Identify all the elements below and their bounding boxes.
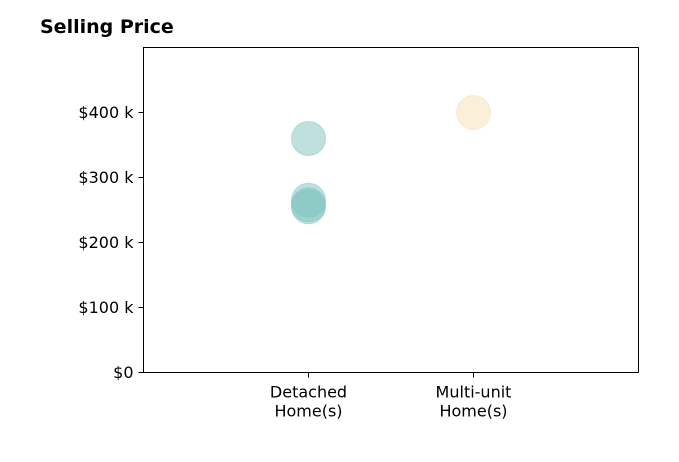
x-tick-label: Home(s): [274, 402, 342, 421]
data-point: [291, 121, 326, 156]
y-tick-label: $0: [113, 363, 133, 382]
y-tick-label: $100 k: [78, 298, 134, 317]
y-axis: $0 $100 k $200 k $300 k $400 k: [78, 103, 144, 382]
chart-title: Selling Price: [40, 16, 174, 38]
y-tick-label: $400 k: [78, 103, 134, 122]
x-tick-label: Multi-unit: [436, 383, 512, 402]
y-tick-label: $300 k: [78, 168, 134, 187]
data-point: [291, 187, 326, 223]
x-tick-label: Home(s): [439, 402, 507, 421]
data-points: [291, 95, 491, 225]
x-tick-label: Detached: [270, 383, 347, 402]
y-tick-label: $200 k: [78, 233, 134, 252]
data-point: [456, 95, 491, 130]
plot-frame: [143, 47, 639, 373]
